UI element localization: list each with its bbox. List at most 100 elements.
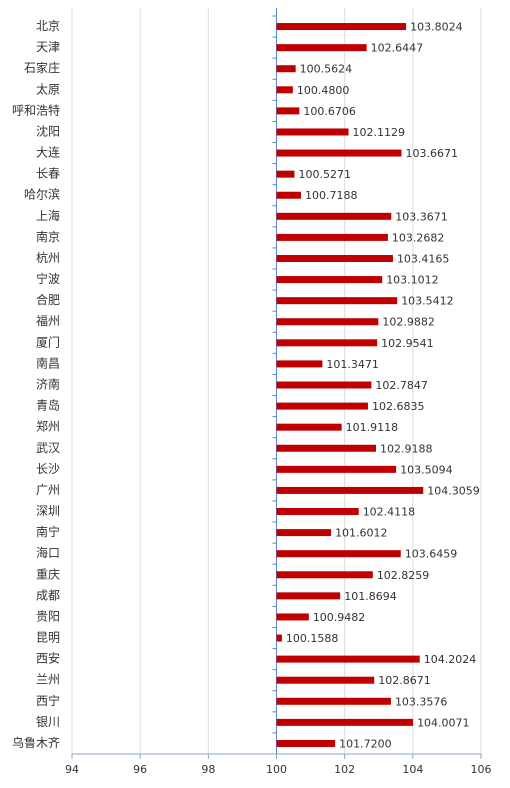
value-label: 100.4800 bbox=[297, 84, 350, 97]
value-label: 100.7188 bbox=[305, 189, 358, 202]
y-tick-label: 南京 bbox=[36, 229, 60, 244]
y-tick-label: 上海 bbox=[36, 208, 60, 223]
value-label: 101.8694 bbox=[344, 590, 397, 603]
bar bbox=[276, 529, 332, 537]
y-tick-label: 南昌 bbox=[36, 355, 60, 370]
bar bbox=[276, 128, 349, 136]
y-tick-label: 乌鲁木齐 bbox=[12, 735, 60, 750]
bar bbox=[276, 739, 336, 747]
bar bbox=[276, 149, 402, 157]
bar bbox=[276, 718, 414, 726]
bar bbox=[276, 697, 391, 705]
value-label: 103.2682 bbox=[392, 231, 445, 244]
y-tick-label: 银川 bbox=[36, 715, 60, 729]
bar bbox=[276, 634, 282, 642]
y-tick-label: 兰州 bbox=[36, 673, 60, 687]
value-label: 103.5094 bbox=[400, 463, 453, 476]
y-tick-label: 杭州 bbox=[36, 250, 60, 265]
y-tick-label: 宁波 bbox=[36, 271, 60, 286]
value-label: 102.9541 bbox=[381, 337, 434, 350]
value-label: 103.1012 bbox=[386, 274, 439, 287]
value-label: 102.9188 bbox=[380, 442, 433, 455]
y-tick-label: 济南 bbox=[36, 377, 60, 392]
bar bbox=[276, 571, 373, 579]
value-label: 103.6671 bbox=[405, 147, 458, 160]
bar bbox=[276, 423, 342, 431]
bar bbox=[276, 44, 367, 52]
y-tick-label: 厦门 bbox=[36, 334, 60, 349]
y-tick-label: 重庆 bbox=[36, 567, 60, 581]
y-tick-label: 北京 bbox=[36, 19, 60, 33]
value-label: 100.6706 bbox=[303, 105, 356, 118]
bar bbox=[276, 508, 359, 516]
bar bbox=[276, 550, 401, 558]
bar bbox=[276, 592, 341, 600]
value-label: 100.9482 bbox=[313, 611, 366, 624]
value-label: 100.1588 bbox=[286, 632, 339, 645]
y-tick-label: 福州 bbox=[36, 313, 60, 328]
value-label: 101.7200 bbox=[339, 737, 392, 750]
value-label: 102.6447 bbox=[371, 42, 424, 55]
x-tick-label: 106 bbox=[471, 763, 492, 776]
y-tick-label: 沈阳 bbox=[36, 123, 60, 138]
x-tick-label: 100 bbox=[266, 763, 287, 776]
value-label: 100.5624 bbox=[300, 63, 353, 76]
bar bbox=[276, 486, 424, 494]
x-tick-label: 104 bbox=[402, 763, 423, 776]
value-label: 103.4165 bbox=[397, 252, 450, 265]
y-tick-label: 西宁 bbox=[36, 693, 60, 708]
y-tick-label: 石家庄 bbox=[24, 60, 60, 75]
bar bbox=[276, 402, 368, 410]
value-label: 103.8024 bbox=[410, 21, 463, 34]
value-label: 102.8259 bbox=[377, 569, 430, 582]
bar bbox=[276, 276, 383, 284]
y-tick-label: 郑州 bbox=[36, 419, 60, 434]
value-label: 100.5271 bbox=[298, 168, 351, 181]
bar bbox=[276, 191, 301, 199]
bar bbox=[276, 297, 398, 305]
y-tick-label: 广州 bbox=[36, 483, 60, 497]
value-label: 103.3671 bbox=[395, 210, 448, 223]
value-label: 102.6835 bbox=[372, 400, 425, 413]
value-label: 103.6459 bbox=[405, 548, 458, 561]
bar bbox=[276, 444, 376, 452]
x-tick-label: 102 bbox=[334, 763, 355, 776]
y-tick-label: 哈尔滨 bbox=[24, 187, 60, 202]
value-label: 103.3576 bbox=[395, 695, 448, 708]
y-tick-label: 合肥 bbox=[36, 292, 60, 307]
value-label: 104.0071 bbox=[417, 716, 470, 729]
bar bbox=[276, 381, 372, 389]
bar bbox=[276, 613, 309, 621]
value-label: 103.5412 bbox=[401, 295, 454, 308]
bar bbox=[276, 170, 295, 178]
bar bbox=[276, 318, 379, 326]
value-label: 102.4118 bbox=[363, 506, 416, 519]
value-label: 102.9882 bbox=[382, 316, 435, 329]
bar bbox=[276, 339, 378, 347]
bar bbox=[276, 107, 300, 115]
value-label: 102.7847 bbox=[375, 379, 428, 392]
y-tick-label: 呼和浩特 bbox=[12, 102, 60, 117]
y-tick-label: 长沙 bbox=[36, 462, 60, 476]
value-label: 102.1129 bbox=[353, 126, 406, 139]
y-tick-label: 长春 bbox=[36, 167, 60, 181]
x-tick-label: 96 bbox=[133, 763, 147, 776]
value-label: 101.9118 bbox=[346, 421, 399, 434]
bar bbox=[276, 233, 388, 241]
value-label: 104.3059 bbox=[427, 484, 480, 497]
bar bbox=[276, 676, 375, 684]
y-tick-label: 青岛 bbox=[36, 398, 60, 413]
value-label: 102.8671 bbox=[378, 674, 431, 687]
y-tick-label: 成都 bbox=[36, 588, 60, 602]
value-label: 101.3471 bbox=[326, 358, 379, 371]
bar bbox=[276, 655, 420, 663]
y-tick-label: 天津 bbox=[36, 40, 60, 54]
bar bbox=[276, 212, 392, 220]
y-tick-label: 深圳 bbox=[36, 504, 60, 518]
y-tick-label: 南宁 bbox=[36, 524, 60, 539]
y-tick-label: 昆明 bbox=[36, 631, 60, 645]
y-tick-label: 西安 bbox=[36, 651, 60, 666]
y-tick-label: 海口 bbox=[36, 545, 60, 560]
bar bbox=[276, 254, 393, 262]
